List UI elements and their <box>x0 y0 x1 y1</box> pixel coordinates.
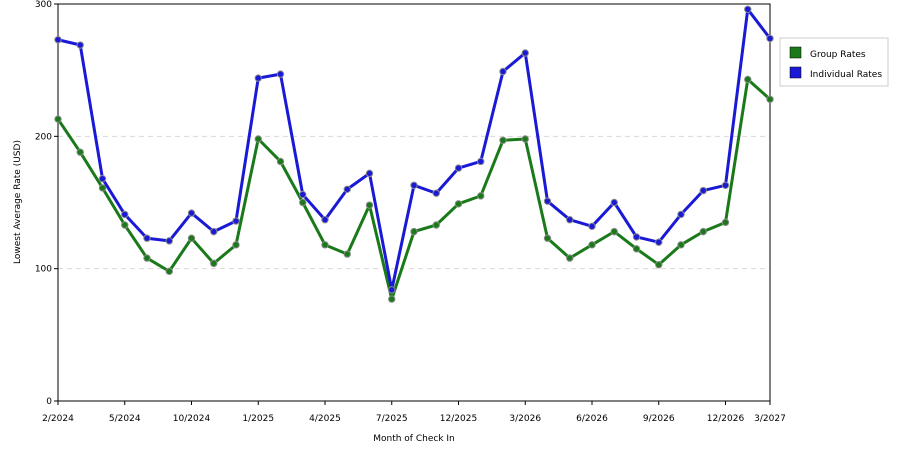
x-tick-label: 2/2024 <box>42 414 74 424</box>
data-point-individual-rates <box>76 41 84 49</box>
data-point-group-rates <box>54 115 62 123</box>
data-point-group-rates <box>655 260 663 269</box>
data-point-individual-rates <box>98 174 107 183</box>
data-point-individual-rates <box>232 217 240 225</box>
data-point-individual-rates <box>254 74 262 82</box>
data-point-group-rates <box>766 95 774 103</box>
data-point-individual-rates <box>499 67 507 76</box>
data-point-individual-rates <box>588 222 596 231</box>
data-point-individual-rates <box>143 234 151 242</box>
legend-label-individual-rates: Individual Rates <box>810 70 882 80</box>
y-tick-label: 0 <box>46 397 52 407</box>
data-point-individual-rates <box>632 233 641 241</box>
data-point-group-rates <box>521 135 529 143</box>
data-point-group-rates <box>566 254 574 262</box>
data-point-group-rates <box>210 259 218 268</box>
data-point-individual-rates <box>521 49 529 57</box>
x-axis-title: Month of Check In <box>373 434 455 444</box>
x-tick-label: 1/2025 <box>242 414 274 424</box>
x-tick-label: 6/2026 <box>576 414 608 424</box>
data-point-group-rates <box>187 234 196 242</box>
data-point-individual-rates <box>121 210 129 219</box>
data-point-individual-rates <box>276 70 285 78</box>
data-point-group-rates <box>343 250 351 258</box>
y-axis-ticks: 0 100 200 300 <box>35 0 58 407</box>
data-point-individual-rates <box>677 210 685 219</box>
data-point-individual-rates <box>343 185 351 193</box>
data-point-group-rates <box>632 245 641 253</box>
y-tick-label: 300 <box>35 0 52 10</box>
data-point-individual-rates <box>187 209 196 217</box>
data-point-individual-rates <box>543 197 552 205</box>
data-point-individual-rates <box>299 190 307 199</box>
data-point-individual-rates <box>210 227 218 236</box>
series-lines <box>54 5 774 303</box>
data-point-group-rates <box>543 234 552 242</box>
y-axis-title: Lowest Average Rate (USD) <box>13 140 23 264</box>
data-point-group-rates <box>744 75 752 84</box>
x-tick-label: 12/2025 <box>440 414 477 424</box>
data-point-individual-rates <box>610 198 618 207</box>
data-point-group-rates <box>432 221 440 229</box>
x-tick-label: 4/2025 <box>309 414 341 424</box>
x-tick-label: 3/2026 <box>509 414 541 424</box>
data-point-group-rates <box>721 218 730 227</box>
data-point-individual-rates <box>410 181 418 189</box>
x-tick-label: 3/2027 <box>754 414 786 424</box>
data-point-group-rates <box>410 227 418 236</box>
data-point-group-rates <box>98 184 107 192</box>
x-tick-label: 5/2024 <box>109 414 141 424</box>
data-point-group-rates <box>699 227 707 236</box>
data-point-group-rates <box>232 241 240 249</box>
legend-label-group-rates: Group Rates <box>810 50 866 60</box>
data-point-group-rates <box>610 227 618 236</box>
data-point-group-rates <box>388 295 396 303</box>
data-point-individual-rates <box>721 181 730 189</box>
data-point-individual-rates <box>321 216 329 224</box>
data-point-group-rates <box>299 198 307 207</box>
x-axis-ticks: 2/2024 5/2024 10/2024 1/2025 4/2025 7/2025 12/… <box>42 401 786 424</box>
data-point-individual-rates <box>744 5 752 13</box>
data-point-individual-rates <box>454 164 463 172</box>
data-point-group-rates <box>121 221 129 229</box>
data-point-group-rates <box>365 201 374 209</box>
gridlines <box>58 135 770 270</box>
legend-swatch-individual-rates <box>789 66 802 79</box>
series-line-individual-rates <box>57 7 772 292</box>
data-point-individual-rates <box>566 216 574 224</box>
data-point-group-rates <box>477 192 485 200</box>
data-point-individual-rates <box>655 238 663 246</box>
data-point-individual-rates <box>699 186 707 195</box>
data-point-group-rates <box>454 200 463 208</box>
data-point-group-rates <box>165 267 173 276</box>
data-point-individual-rates <box>365 169 374 178</box>
data-point-group-rates <box>321 241 329 249</box>
data-point-individual-rates <box>388 286 396 294</box>
data-point-group-rates <box>276 157 285 166</box>
x-tick-label: 9/2026 <box>643 414 675 424</box>
data-point-group-rates <box>143 254 151 262</box>
data-point-group-rates <box>588 241 596 249</box>
y-tick-label: 100 <box>35 265 52 275</box>
y-tick-label: 200 <box>35 132 52 142</box>
data-point-individual-rates <box>766 34 774 43</box>
plot-frame <box>57 3 771 402</box>
legend-swatch-group-rates <box>789 46 802 59</box>
data-point-individual-rates <box>54 36 62 44</box>
x-tick-label: 12/2026 <box>707 414 745 424</box>
x-tick-label: 10/2024 <box>173 414 211 424</box>
data-point-individual-rates <box>477 157 485 166</box>
data-point-group-rates <box>677 241 685 249</box>
data-point-group-rates <box>76 148 84 156</box>
data-point-group-rates <box>254 135 262 143</box>
data-point-individual-rates <box>165 237 173 245</box>
data-point-group-rates <box>499 136 507 145</box>
legend: Group Rates Individual Rates <box>779 37 889 87</box>
data-point-individual-rates <box>432 189 440 197</box>
x-tick-label: 7/2025 <box>376 414 408 424</box>
